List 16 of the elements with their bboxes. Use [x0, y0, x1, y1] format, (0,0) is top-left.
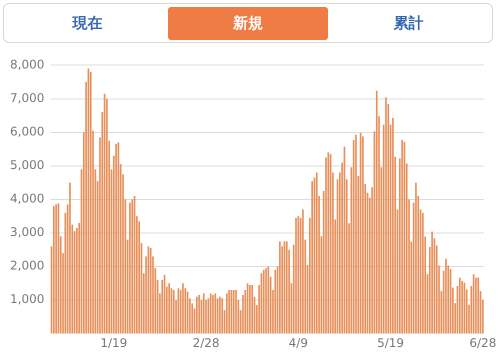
text: 新規	[168, 6, 328, 40]
x-tick-label: 1/19	[100, 336, 128, 350]
text: 現在	[71, 12, 104, 34]
x-tick-label: 2/28	[192, 336, 220, 350]
y-tick-label: 3,000	[10, 225, 44, 240]
x-tick-label: 5/19	[377, 336, 404, 350]
y-tick-label: 2,000	[10, 258, 44, 273]
y-tick-label: 5,000	[10, 158, 44, 172]
y-tick-label: 6,000	[10, 124, 44, 138]
y-tick-label: 4,000	[10, 192, 44, 206]
x-tick-label: 4/9	[288, 336, 308, 350]
y-tick-label: 8,000	[10, 57, 44, 72]
text: 累計	[392, 12, 425, 34]
y-tick-label: 7,000	[10, 90, 44, 105]
x-tick-label: 6/28	[469, 336, 496, 350]
y-tick-label: 1,000	[10, 292, 44, 306]
